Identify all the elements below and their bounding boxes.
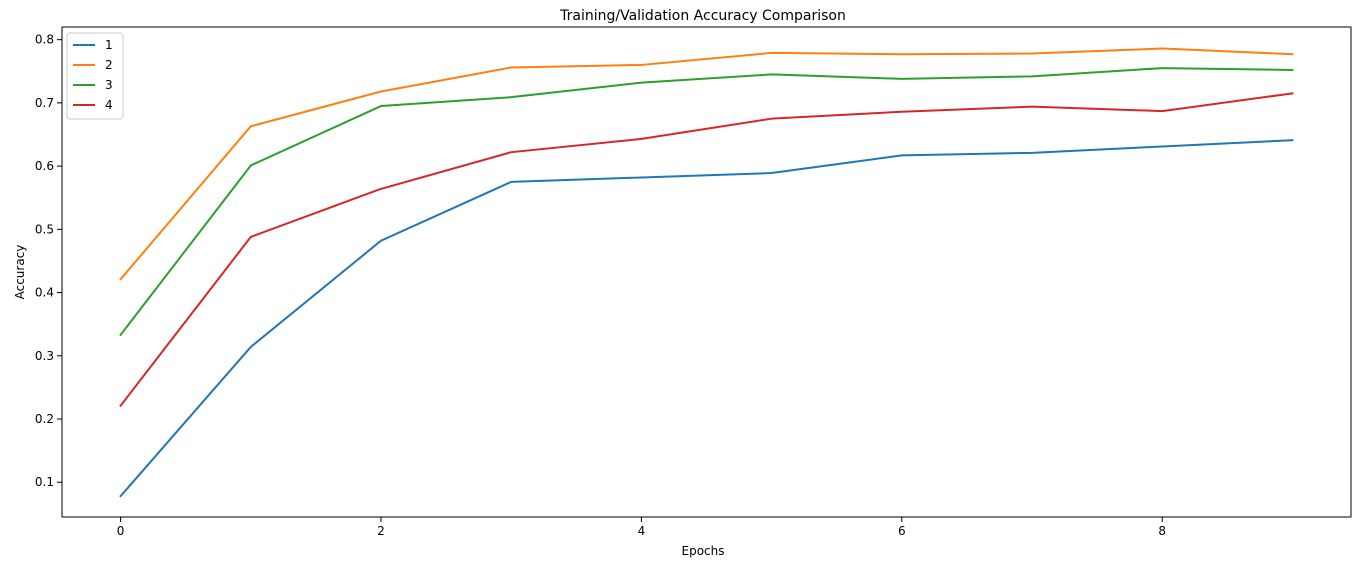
legend-label-1: 1	[105, 38, 113, 52]
y-tick-label: 0.5	[35, 222, 54, 236]
x-tick-label: 8	[1158, 524, 1166, 538]
series-line-3	[119, 67, 1294, 337]
legend: 1 2 3 4	[66, 32, 124, 120]
legend-label-3: 3	[105, 78, 113, 92]
legend-label-2: 2	[105, 58, 113, 72]
y-tick-label: 0.2	[35, 412, 54, 426]
x-tick-label: 4	[638, 524, 646, 538]
y-tick-label: 0.6	[35, 159, 54, 173]
x-tick-label: 0	[117, 524, 125, 538]
legend-box	[66, 32, 124, 120]
series-line-2	[119, 47, 1294, 281]
x-axis-label: Epochs	[682, 544, 725, 558]
y-tick-label: 0.4	[35, 286, 54, 300]
series-line-4	[119, 92, 1294, 408]
plot-frame	[61, 26, 1352, 518]
y-tick-label: 0.1	[35, 475, 54, 489]
y-tick-label: 0.3	[35, 349, 54, 363]
y-axis-label: Accuracy	[13, 245, 27, 300]
x-tick-label: 6	[898, 524, 906, 538]
legend-label-4: 4	[105, 98, 113, 112]
y-tick-label: 0.7	[35, 96, 54, 110]
series-line-1	[119, 139, 1294, 498]
y-tick-label: 0.8	[35, 33, 54, 47]
chart-title: Training/Validation Accuracy Comparison	[559, 8, 846, 24]
plot-area: 0 2 4 6 8 0.1 0.2 0.3 0.4 0.5 0.6 0.7 0.8 1 2 3 4	[35, 26, 1352, 538]
x-tick-label: 2	[377, 524, 385, 538]
